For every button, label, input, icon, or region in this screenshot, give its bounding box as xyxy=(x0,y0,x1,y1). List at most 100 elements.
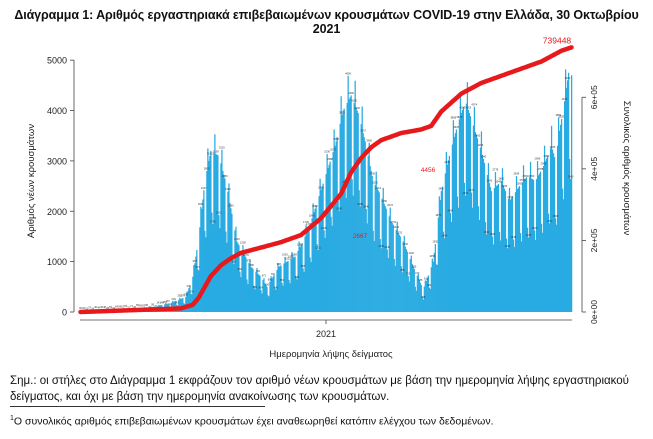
daily-bar-value: 1050 xyxy=(288,255,294,259)
daily-bar xyxy=(509,199,512,312)
daily-bar xyxy=(549,148,552,312)
daily-bar xyxy=(381,198,383,312)
daily-bar-value: 34 xyxy=(112,306,115,310)
daily-bar xyxy=(289,283,291,312)
daily-bar xyxy=(278,266,280,312)
daily-bar xyxy=(393,258,395,312)
daily-bar xyxy=(259,275,261,312)
daily-bar xyxy=(365,208,367,312)
daily-bar xyxy=(570,179,572,312)
daily-bar-value: 140 xyxy=(160,300,165,304)
daily-bar xyxy=(241,250,243,312)
daily-bar xyxy=(190,293,192,312)
daily-bar-value: 1540 xyxy=(483,230,489,234)
daily-bar xyxy=(555,224,558,312)
footnote-marker: 1 xyxy=(10,415,14,422)
daily-bar xyxy=(514,192,517,312)
daily-bar xyxy=(330,216,332,312)
daily-bar xyxy=(221,149,223,312)
cumulative-labels: 739448 2667 4456 xyxy=(353,35,572,240)
daily-bar xyxy=(198,270,200,312)
daily-bar xyxy=(227,191,229,312)
left-tick-label: 2000 xyxy=(47,207,67,217)
axes: 0 1000 2000 3000 4000 5000 0e+00 2e+05 4e+05 6e+0… xyxy=(26,56,632,360)
daily-bar xyxy=(508,187,511,312)
daily-bar xyxy=(304,236,306,312)
daily-bar xyxy=(361,106,363,313)
daily-bar-value: 1875 xyxy=(435,213,441,217)
daily-bar xyxy=(475,135,478,312)
daily-bar xyxy=(228,183,230,312)
daily-bar xyxy=(185,296,187,312)
daily-bar xyxy=(398,234,400,312)
daily-bar xyxy=(527,237,530,312)
daily-bar xyxy=(409,259,411,312)
daily-bar-value: 80 xyxy=(139,303,142,307)
daily-bar xyxy=(343,108,345,312)
daily-bar-value: 615 xyxy=(424,277,429,281)
daily-bar-value: 2091 xyxy=(198,202,204,206)
daily-bar-value: 2098 xyxy=(357,202,363,206)
daily-bar xyxy=(493,188,496,312)
daily-bar xyxy=(370,170,372,312)
daily-bar-value: 868 xyxy=(301,264,306,268)
daily-bar xyxy=(413,268,415,312)
daily-bar xyxy=(453,136,456,312)
daily-bar xyxy=(248,263,250,312)
daily-bar xyxy=(331,225,333,312)
daily-bar xyxy=(464,195,467,312)
daily-bar-value: 1350 xyxy=(432,240,438,244)
daily-bar xyxy=(571,75,573,312)
daily-bar xyxy=(351,179,353,312)
daily-bar xyxy=(225,231,227,312)
daily-bar xyxy=(302,268,304,312)
daily-bar xyxy=(484,222,487,312)
daily-bar-value: 2050 xyxy=(312,204,318,208)
daily-bar-value: 3388 xyxy=(333,137,339,141)
daily-bar-value: 24 xyxy=(91,306,94,310)
left-tick-label: 0 xyxy=(62,308,67,318)
daily-bar-value: 2425 xyxy=(318,185,324,189)
daily-bar xyxy=(274,288,276,312)
daily-bar xyxy=(305,224,307,312)
daily-bar xyxy=(187,291,189,312)
daily-bar xyxy=(412,266,414,312)
daily-bar xyxy=(491,236,494,312)
daily-bar xyxy=(242,245,244,312)
daily-bar xyxy=(422,299,424,312)
daily-bar-value: 3913 xyxy=(339,110,345,114)
daily-bar xyxy=(546,155,549,312)
daily-bar xyxy=(209,155,211,312)
daily-bar xyxy=(344,184,346,312)
daily-bar xyxy=(513,246,516,312)
daily-bar xyxy=(435,264,437,312)
daily-bar xyxy=(535,179,538,312)
daily-bar-value: 64 xyxy=(115,304,118,308)
daily-bar xyxy=(429,288,431,312)
daily-bar-value: 3360 xyxy=(366,138,372,142)
cumulative-end-label: 739448 xyxy=(543,35,572,45)
daily-bar xyxy=(386,249,388,312)
daily-bar xyxy=(349,97,351,312)
daily-bar xyxy=(469,116,472,312)
daily-bar-value: 3225 xyxy=(550,145,556,149)
daily-bar xyxy=(474,131,477,312)
daily-bar-value: 971 xyxy=(247,259,252,263)
daily-bar xyxy=(359,206,361,312)
y-axis-title-right: Συνολικός αριθμός κρουσμάτων xyxy=(621,101,632,236)
daily-bar xyxy=(410,255,412,312)
daily-bar xyxy=(249,259,251,312)
x-tick-label: 2021 xyxy=(316,329,336,339)
daily-bar xyxy=(483,162,486,312)
daily-bar xyxy=(405,249,407,312)
daily-bar xyxy=(431,258,433,312)
daily-bar xyxy=(288,279,290,312)
footnote-text: Ο συνολικός αριθμός επιβεβαιωμένων κρουσ… xyxy=(13,415,494,428)
daily-bar xyxy=(352,195,354,312)
daily-bar xyxy=(301,243,303,312)
daily-bar xyxy=(532,179,535,312)
daily-bar xyxy=(356,110,358,313)
daily-bar xyxy=(195,256,197,312)
daily-bar-value: 1620 xyxy=(532,226,538,230)
daily-bar xyxy=(267,295,269,312)
